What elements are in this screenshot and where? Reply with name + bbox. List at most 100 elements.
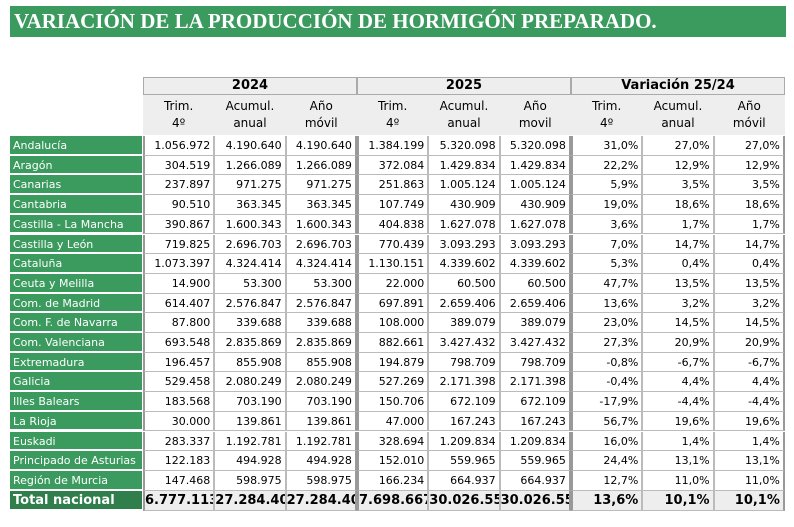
cell: 1.600.343 xyxy=(285,214,357,235)
cell: 1.266.089 xyxy=(285,155,357,176)
cell: 5,9% xyxy=(571,175,643,196)
cell: 4.339.602 xyxy=(428,254,500,274)
cell: 20,9% xyxy=(713,333,785,353)
cell: 14,7% xyxy=(713,234,785,255)
cell: 18,6% xyxy=(642,195,714,215)
cell: 251.863 xyxy=(357,175,429,196)
cell: 14,7% xyxy=(642,234,714,255)
row-label: Euskadi xyxy=(10,431,142,452)
cell: 47.000 xyxy=(357,411,429,432)
cell: 882.661 xyxy=(357,333,429,353)
cell: 614.407 xyxy=(143,293,215,314)
column-header-line: Año xyxy=(309,99,333,113)
row-label: Aragón xyxy=(10,155,142,176)
group-header: 2025 xyxy=(357,77,571,95)
row-label: Cantabria xyxy=(10,195,142,215)
cell: 2.576.847 xyxy=(285,293,357,314)
cell: 3.093.293 xyxy=(428,234,500,255)
cell: 430.909 xyxy=(428,195,500,215)
row-label: Galicia xyxy=(10,372,142,393)
row-label: Región de Murcia xyxy=(10,470,142,491)
cell: 5,3% xyxy=(571,254,643,274)
group-header: Variación 25/24 xyxy=(571,77,785,95)
cell: 1.209.834 xyxy=(499,431,571,452)
cell: 4,4% xyxy=(713,372,785,393)
column-header: Año móvil xyxy=(285,95,357,135)
cell: -0,8% xyxy=(571,352,643,373)
cell: 389.079 xyxy=(428,313,500,333)
cell: 1,7% xyxy=(642,214,714,235)
cell: 22.000 xyxy=(357,273,429,294)
cell: 7.698.667 xyxy=(357,490,429,511)
column-header: Acumul. anual xyxy=(642,95,714,135)
cell: 559.965 xyxy=(499,451,571,471)
cell: 10,1% xyxy=(713,490,785,511)
cell: 304.519 xyxy=(143,155,215,176)
cell: 20,9% xyxy=(642,333,714,353)
cell: 664.937 xyxy=(499,470,571,491)
cell: 2.835.869 xyxy=(214,333,286,353)
cell: 2.659.406 xyxy=(499,293,571,314)
cell: 12,9% xyxy=(713,155,785,176)
cell: 4.324.414 xyxy=(214,254,286,274)
cell: 13,5% xyxy=(713,273,785,294)
cell: 4.190.640 xyxy=(285,136,357,156)
cell: 1.073.397 xyxy=(143,254,215,274)
cell: 14.900 xyxy=(143,273,215,294)
cell: 390.867 xyxy=(143,214,215,235)
row-label: La Rioja xyxy=(10,411,142,432)
cell: 1.192.781 xyxy=(214,431,286,452)
column-header-line: Trim. xyxy=(163,99,194,113)
column-header-line: Año xyxy=(523,99,547,113)
cell: 430.909 xyxy=(499,195,571,215)
column-header-line: Acumul. xyxy=(225,99,275,113)
cell: 237.897 xyxy=(143,175,215,196)
cell: 1.384.199 xyxy=(357,136,429,156)
cell: 60.500 xyxy=(428,273,500,294)
cell: 372.084 xyxy=(357,155,429,176)
cell: 6.777.113 xyxy=(143,490,215,511)
cell: 494.928 xyxy=(214,451,286,471)
cell: 363.345 xyxy=(285,195,357,215)
cell: 1.266.089 xyxy=(214,155,286,176)
column-header-line: 4º xyxy=(172,116,186,130)
cell: 339.688 xyxy=(214,313,286,333)
cell: 697.891 xyxy=(357,293,429,314)
cell: 2.080.249 xyxy=(214,372,286,393)
cell: 2.835.869 xyxy=(285,333,357,353)
cell: 3,5% xyxy=(642,175,714,196)
cell: 719.825 xyxy=(143,234,215,255)
cell: 13,6% xyxy=(571,490,643,511)
cell: 1.192.781 xyxy=(285,431,357,452)
cell: 31,0% xyxy=(571,136,643,156)
cell: 1.429.834 xyxy=(499,155,571,176)
cell: 152.010 xyxy=(357,451,429,471)
cell: 339.688 xyxy=(285,313,357,333)
cell: 19,6% xyxy=(713,411,785,432)
cell: 971.275 xyxy=(285,175,357,196)
cell: 693.548 xyxy=(143,333,215,353)
cell: 183.568 xyxy=(143,392,215,412)
cell: 1.627.078 xyxy=(499,214,571,235)
cell: 3.427.432 xyxy=(499,333,571,353)
column-header: Trim. 4º xyxy=(571,95,643,135)
cell: 1.429.834 xyxy=(428,155,500,176)
cell: 328.694 xyxy=(357,431,429,452)
cell: 10,1% xyxy=(642,490,714,511)
cell: -6,7% xyxy=(642,352,714,373)
cell: 90.510 xyxy=(143,195,215,215)
cell: 1,4% xyxy=(642,431,714,452)
column-header-line: Acumul. xyxy=(439,99,489,113)
cell: 16,0% xyxy=(571,431,643,452)
cell: 672.109 xyxy=(428,392,500,412)
cell: 389.079 xyxy=(499,313,571,333)
cell: 672.109 xyxy=(499,392,571,412)
cell: 13,6% xyxy=(571,293,643,314)
column-header-line: anual xyxy=(661,116,695,130)
cell: 527.269 xyxy=(357,372,429,393)
cell: 3.427.432 xyxy=(428,333,500,353)
cell: 1.005.124 xyxy=(499,175,571,196)
cell: 4.190.640 xyxy=(214,136,286,156)
column-header-line: Trim. xyxy=(377,99,408,113)
cell: 703.190 xyxy=(214,392,286,412)
